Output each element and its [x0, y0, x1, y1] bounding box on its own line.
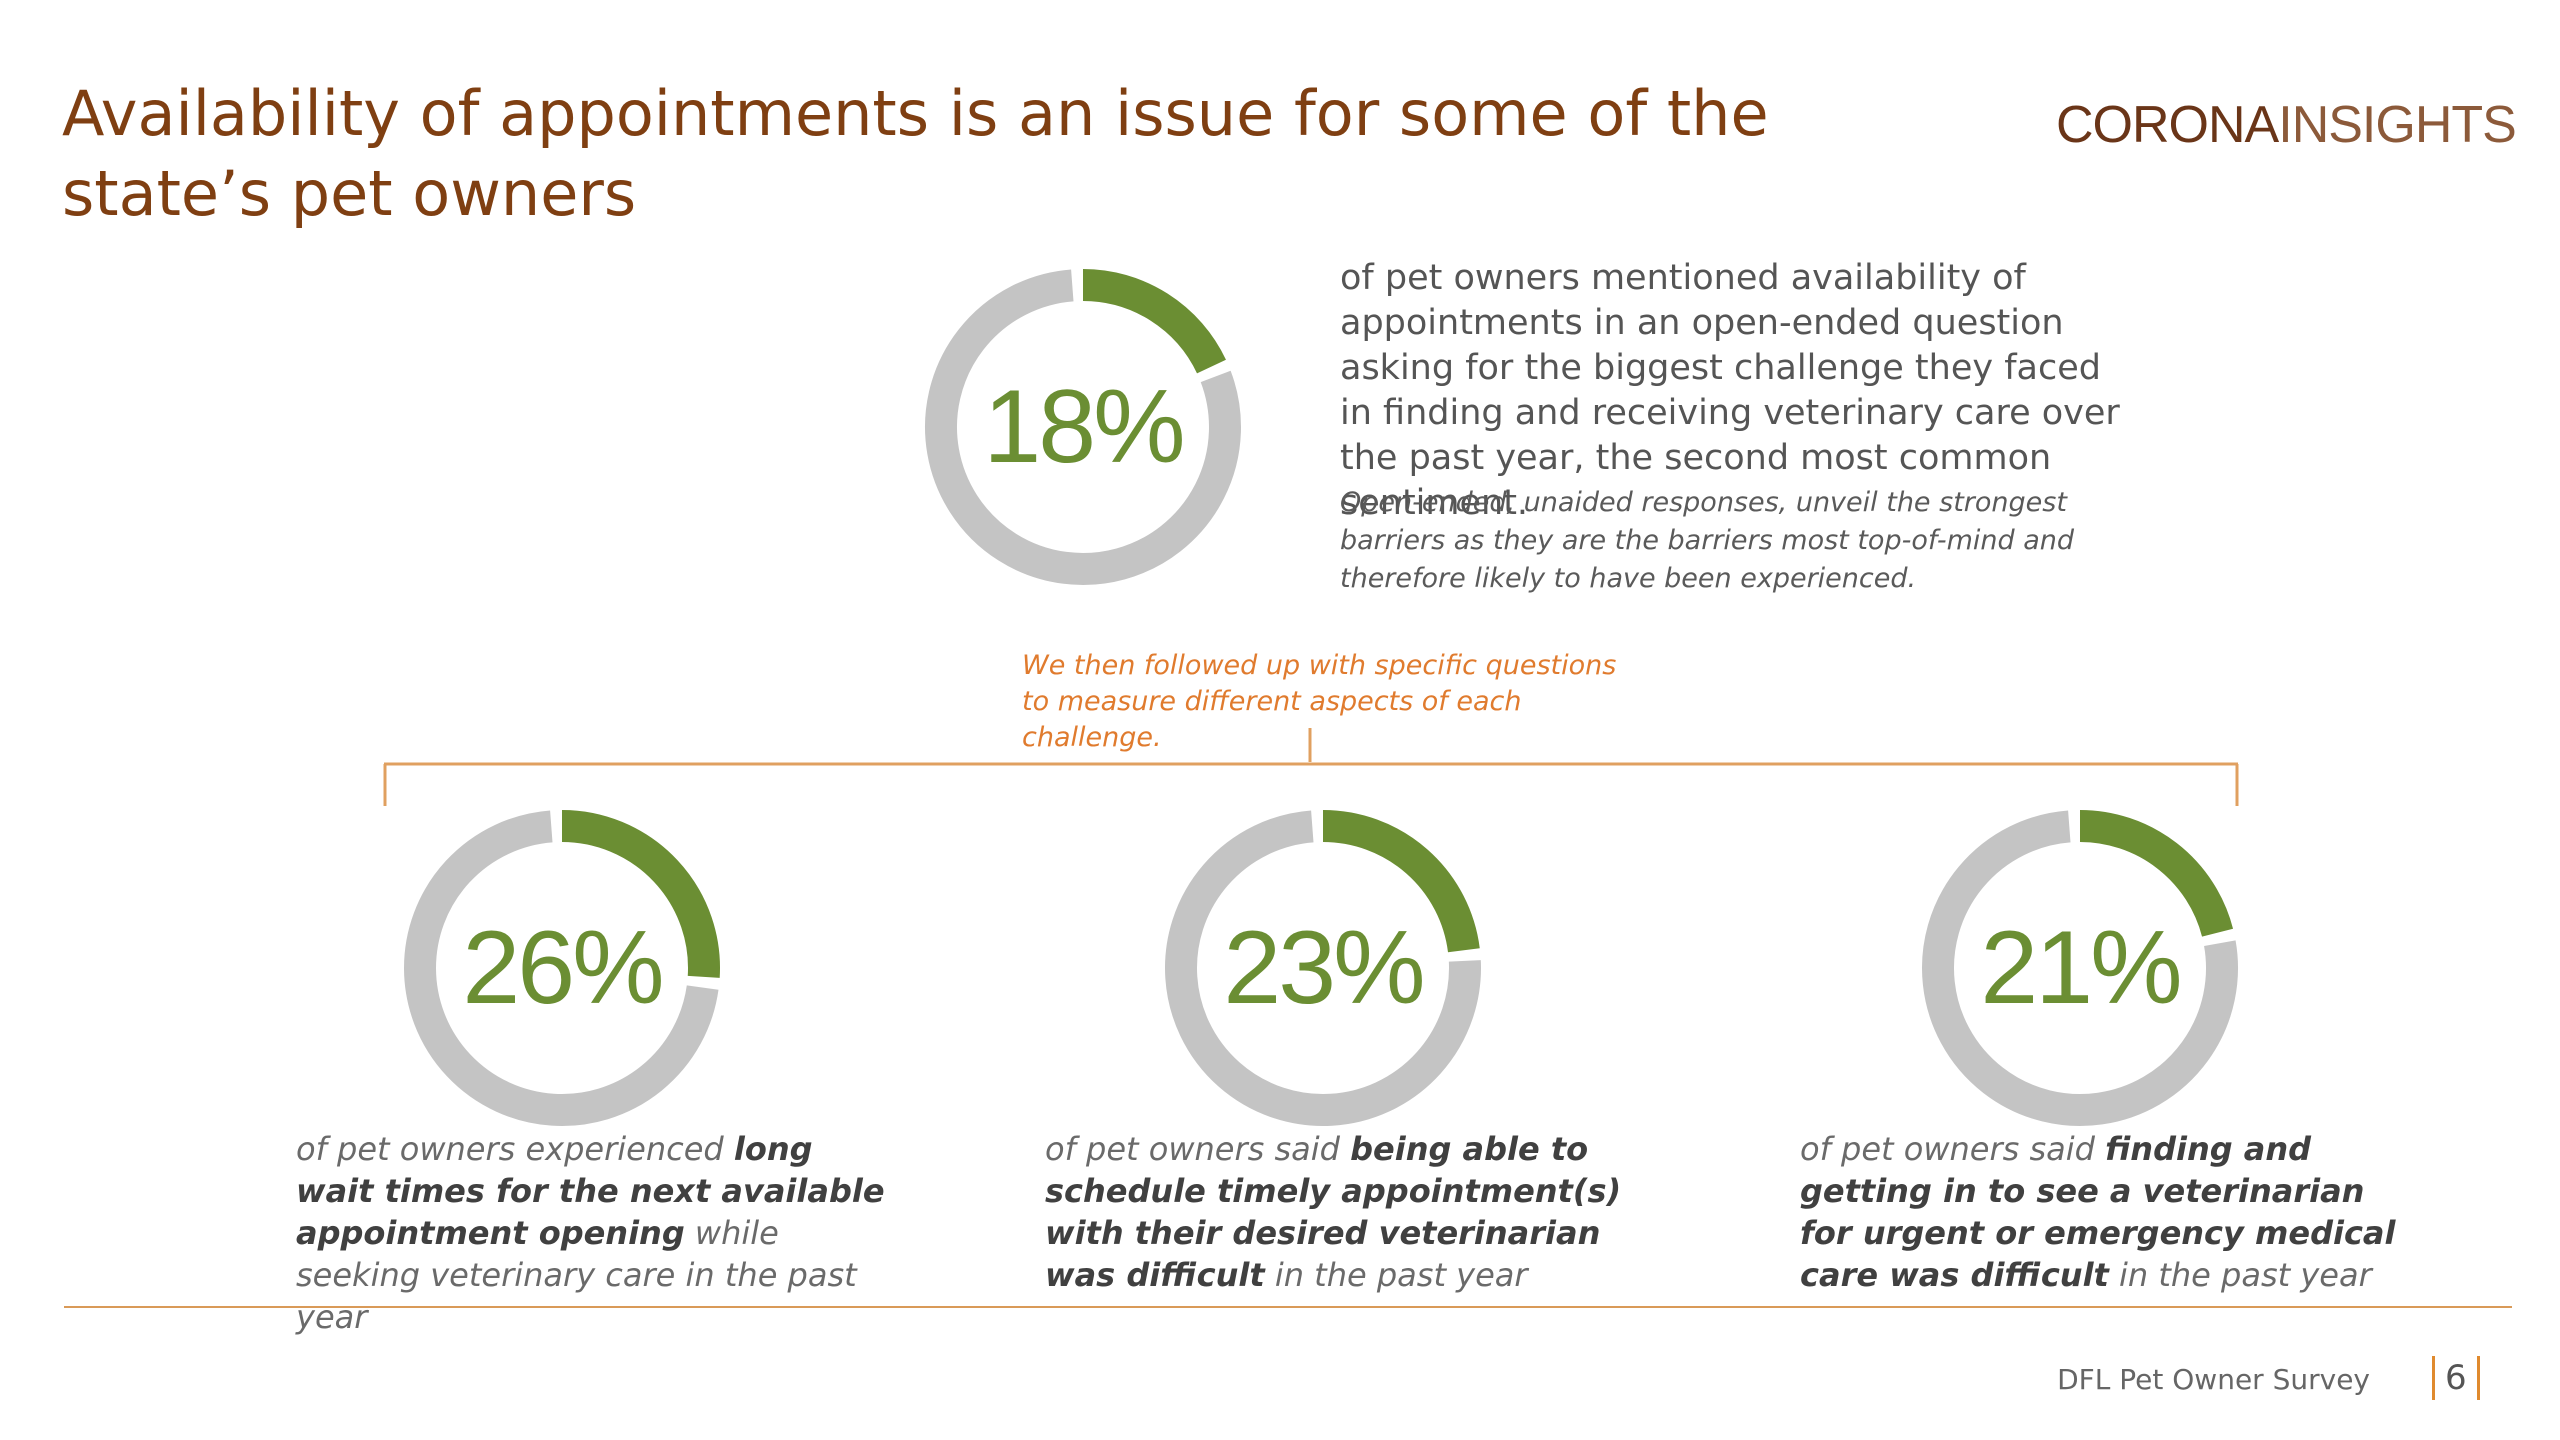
donut-svg-main — [925, 269, 1241, 585]
donut-chart-main: 18% — [918, 262, 1248, 592]
donut-percent-wait-times: 26% — [462, 909, 664, 1026]
donut-percent-main: 18% — [983, 368, 1185, 485]
donut-remainder-slice — [925, 269, 1241, 585]
caption-timely-bold: being able to schedule timely appointmen… — [1045, 1130, 1622, 1294]
footer-divider — [64, 1306, 2512, 1308]
donut-chart-timely-appointments: 23% — [1158, 803, 1488, 1133]
donut-remainder-slice — [1165, 810, 1481, 1126]
donut-percent-timely-appointments: 23% — [1223, 909, 1425, 1026]
logo-part-2: INSIGHTS — [2278, 96, 2517, 154]
caption-timely-appointments: of pet owners said being able to schedul… — [1045, 1128, 1645, 1296]
donut-remainder-slice — [1922, 810, 2238, 1126]
caption-wait-times-pre: of pet owners experienced — [296, 1130, 734, 1168]
donut-percent-urgent-care: 21% — [1980, 909, 2182, 1026]
caption-urgent-pre: of pet owners said — [1800, 1130, 2106, 1168]
page-title: Availability of appointments is an issue… — [62, 77, 1769, 230]
page-number: 6 — [2432, 1356, 2480, 1400]
donut-chart-wait-times: 26% — [397, 803, 727, 1133]
connector-bracket — [383, 728, 2239, 806]
caption-timely-post: in the past year — [1264, 1256, 1528, 1294]
footer-survey-name: DFL Pet Owner Survey — [2057, 1363, 2370, 1396]
donut-value-slice — [1322, 810, 1480, 953]
donut-svg-timely-appointments — [1165, 810, 1481, 1126]
followup-note: We then followed up with specific questi… — [1022, 650, 1617, 753]
main-note: Open-ended, unaided responses, unveil th… — [1340, 487, 2075, 594]
caption-wait-times-bold: long wait times for the next available a… — [296, 1130, 885, 1252]
donut-chart-urgent-care: 21% — [1915, 803, 2245, 1133]
main-description: of pet owners mentioned availability of … — [1340, 258, 2120, 523]
donut-value-slice — [561, 810, 720, 978]
donut-svg-urgent-care — [1922, 810, 2238, 1126]
donut-remainder-slice — [404, 810, 719, 1126]
donut-svg-wait-times — [404, 810, 720, 1126]
donut-value-slice — [2079, 810, 2234, 938]
caption-timely-pre: of pet owners said — [1045, 1130, 1351, 1168]
caption-wait-times: of pet owners experienced long wait time… — [296, 1128, 896, 1338]
caption-urgent-bold: finding and getting in to see a veterina… — [1800, 1130, 2396, 1294]
caption-urgent-care: of pet owners said finding and getting i… — [1800, 1128, 2400, 1296]
donut-value-slice — [1082, 269, 1226, 374]
caption-urgent-post: in the past year — [2108, 1256, 2372, 1294]
logo-part-1: CORONA — [2056, 96, 2279, 154]
corona-insights-logo: CORONAINSIGHTS — [2056, 90, 2517, 160]
caption-wait-times-post: while seeking veterinary care in the pas… — [296, 1214, 857, 1336]
